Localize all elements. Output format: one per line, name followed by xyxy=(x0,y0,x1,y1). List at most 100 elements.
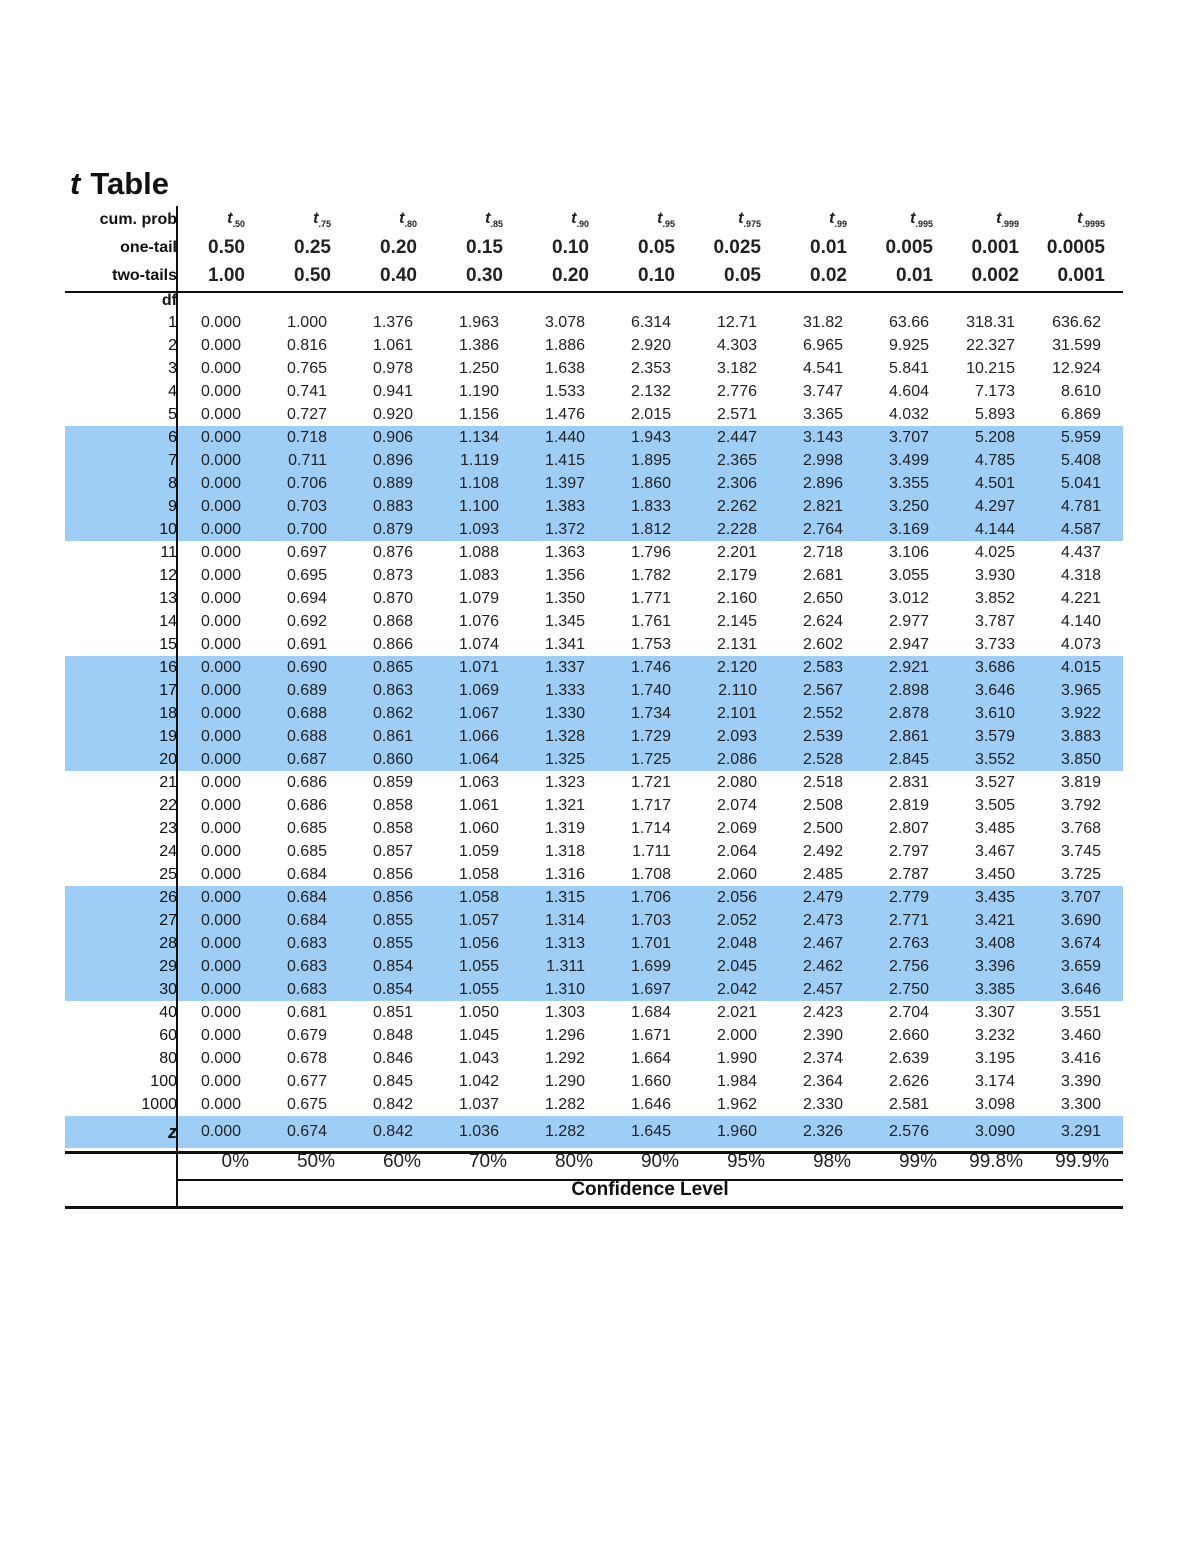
value-cell: 0.000 xyxy=(200,1072,241,1090)
value-cell: 3.768 xyxy=(1060,819,1101,837)
value-cell: 1.345 xyxy=(544,612,585,630)
value-cell: 0.873 xyxy=(372,566,413,584)
value-cell: 2.330 xyxy=(802,1095,843,1113)
value-cell: 6.869 xyxy=(1060,405,1101,423)
table-row: 23 0.000 0.685 0.858 1.060 1.319 1.714 2.069 2.5… xyxy=(65,817,1123,840)
value-cell: 1.782 xyxy=(630,566,671,584)
value-cell: 4.025 xyxy=(974,543,1015,561)
value-cell: 0.857 xyxy=(372,842,413,860)
value-cell: 2.074 xyxy=(716,796,757,814)
value-cell: 0.000 xyxy=(200,405,241,423)
confidence-cell: 95% xyxy=(726,1151,765,1172)
value-cell: 4.541 xyxy=(802,359,843,377)
title-text: Table xyxy=(90,166,169,201)
value-cell: 2.764 xyxy=(802,520,843,538)
value-cell: 1.069 xyxy=(458,681,499,699)
value-cell: 1.415 xyxy=(544,451,585,469)
one-tail-label: one-tail xyxy=(120,239,177,256)
table-row: 20 0.000 0.687 0.860 1.064 1.325 1.725 2.086 2.5… xyxy=(65,748,1123,771)
table-row: 1000 0.000 0.675 0.842 1.037 1.282 1.646 1.962 2… xyxy=(65,1093,1123,1116)
value-cell: 0.683 xyxy=(286,934,327,952)
df-cell: 30 xyxy=(159,980,177,998)
value-cell: 0.000 xyxy=(200,957,241,975)
one-tail-cell: 0.0005 xyxy=(1046,237,1105,258)
value-cell: 3.725 xyxy=(1060,865,1101,883)
value-cell: 1.812 xyxy=(630,520,671,538)
df-cell: 80 xyxy=(159,1049,177,1067)
cum-prob-subscript: .999 xyxy=(1001,219,1019,230)
one-tail-cell: 0.20 xyxy=(380,237,417,258)
value-cell: 0.978 xyxy=(372,359,413,377)
value-cell: 1.315 xyxy=(544,888,585,906)
value-cell: 4.221 xyxy=(1060,589,1101,607)
value-cell: 1.037 xyxy=(458,1095,499,1113)
value-cell: 1.325 xyxy=(544,750,585,768)
value-cell: 1.061 xyxy=(458,796,499,814)
df-cell: 1000 xyxy=(141,1095,177,1113)
df-cell: 5 xyxy=(168,405,177,423)
value-cell: 2.160 xyxy=(716,589,757,607)
value-cell: 3.659 xyxy=(1060,957,1101,975)
df-cell: 24 xyxy=(159,842,177,860)
value-cell: 2.528 xyxy=(802,750,843,768)
two-tails-cell: 0.01 xyxy=(896,265,933,286)
df-cell: 40 xyxy=(159,1003,177,1021)
value-cell: 6.314 xyxy=(630,313,671,331)
df-cell: 11 xyxy=(160,543,177,561)
value-cell: 3.467 xyxy=(974,842,1015,860)
df-cell: 25 xyxy=(159,865,177,883)
table-row: 29 0.000 0.683 0.854 1.055 1.311 1.699 2.045 2.4… xyxy=(65,955,1123,978)
two-tails-row: two-tails 1.00 0.50 0.40 0.30 0.20 0.10 0.05 0.0… xyxy=(65,262,1123,290)
two-tails-cell: 0.02 xyxy=(810,265,847,286)
value-cell: 1.282 xyxy=(544,1095,585,1113)
value-cell: 1.714 xyxy=(630,819,671,837)
value-cell: 3.390 xyxy=(1060,1072,1101,1090)
value-cell: 0.000 xyxy=(200,727,241,745)
value-cell: 0.883 xyxy=(372,497,413,515)
value-cell: 1.341 xyxy=(544,635,585,653)
df-cell: 4 xyxy=(168,382,177,400)
value-cell: 3.527 xyxy=(974,773,1015,791)
value-cell: 3.686 xyxy=(974,658,1015,676)
cum-prob-cell: t.95 xyxy=(607,210,693,229)
z-label: z xyxy=(168,1121,177,1142)
confidence-cell: 70% xyxy=(468,1151,507,1172)
cum-prob-cell: t.90 xyxy=(521,210,607,229)
value-cell: 2.779 xyxy=(888,888,929,906)
df-cell: 60 xyxy=(159,1026,177,1044)
value-cell: 2.473 xyxy=(802,911,843,929)
value-cell: 1.476 xyxy=(544,405,585,423)
value-cell: 22.327 xyxy=(966,336,1015,354)
value-cell: 3.365 xyxy=(802,405,843,423)
value-cell: 4.785 xyxy=(974,451,1015,469)
value-cell: 0.866 xyxy=(372,635,413,653)
z-value-cell: 2.576 xyxy=(888,1123,929,1140)
value-cell: 3.300 xyxy=(1060,1095,1101,1113)
value-cell: 2.492 xyxy=(802,842,843,860)
value-cell: 2.131 xyxy=(716,635,757,653)
value-cell: 1.250 xyxy=(458,359,499,377)
value-cell: 2.571 xyxy=(716,405,757,423)
z-value-cell: 3.090 xyxy=(974,1123,1015,1140)
t-symbol: t xyxy=(399,210,405,228)
value-cell: 3.646 xyxy=(1060,980,1101,998)
value-cell: 0.000 xyxy=(200,313,241,331)
one-tail-cell: 0.01 xyxy=(810,237,847,258)
value-cell: 2.467 xyxy=(802,934,843,952)
value-cell: 0.686 xyxy=(286,796,327,814)
value-cell: 0.859 xyxy=(372,773,413,791)
t-symbol: t xyxy=(227,210,233,228)
value-cell: 1.717 xyxy=(630,796,671,814)
table-row: 21 0.000 0.686 0.859 1.063 1.323 1.721 2.080 2.5… xyxy=(65,771,1123,794)
df-cell: 9 xyxy=(168,497,177,515)
value-cell: 1.697 xyxy=(630,980,671,998)
two-tails-cell: 0.20 xyxy=(552,265,589,286)
value-cell: 0.683 xyxy=(286,980,327,998)
value-cell: 0.706 xyxy=(286,474,327,492)
value-cell: 3.174 xyxy=(974,1072,1015,1090)
value-cell: 2.060 xyxy=(716,865,757,883)
value-cell: 0.000 xyxy=(200,681,241,699)
confidence-cell: 99% xyxy=(898,1151,937,1172)
value-cell: 0.692 xyxy=(286,612,327,630)
value-cell: 2.048 xyxy=(716,934,757,952)
